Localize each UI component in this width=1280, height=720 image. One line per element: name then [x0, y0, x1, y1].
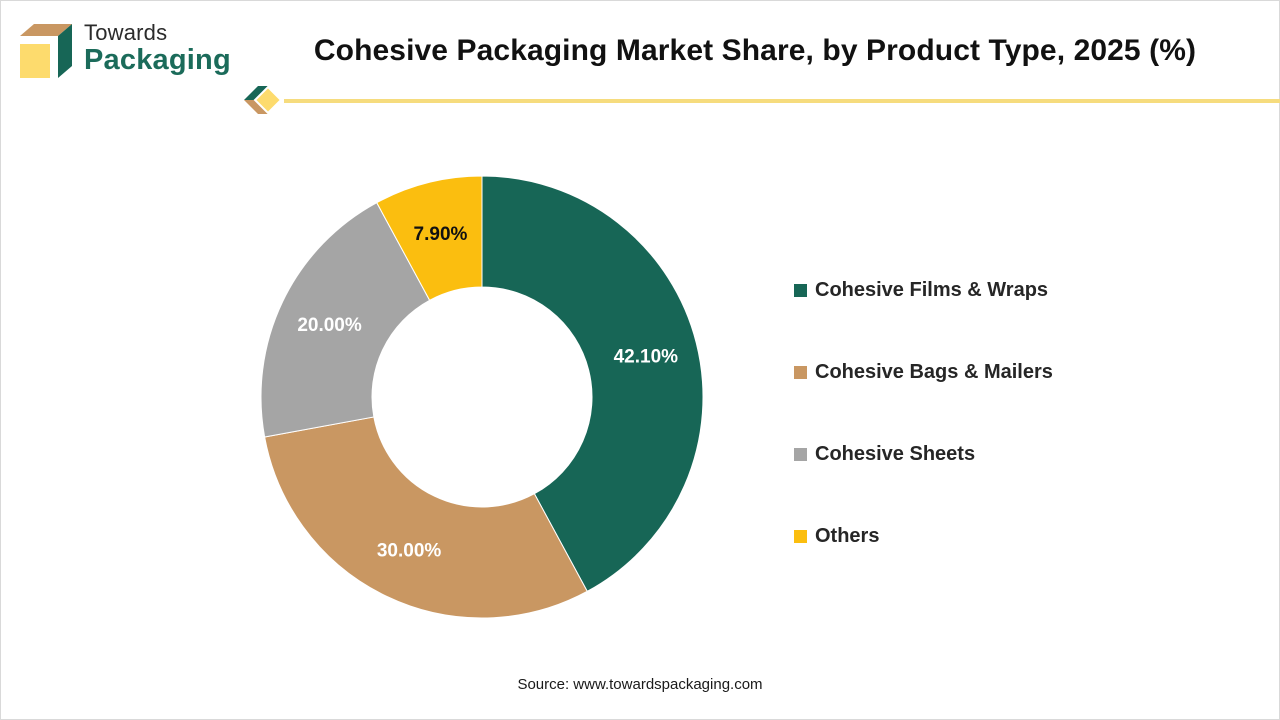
legend-swatch: [794, 283, 807, 297]
donut-slice: [481, 175, 704, 593]
legend-swatch: [794, 365, 807, 379]
diamond-ornament-icon: [244, 85, 283, 115]
legend-swatch: [794, 447, 807, 461]
legend-swatch: [794, 529, 807, 543]
slice-data-label: 20.00%: [297, 315, 362, 336]
legend-label: Others: [815, 524, 880, 547]
slice-data-label: 30.00%: [377, 540, 442, 561]
legend-item: Cohesive Sheets: [794, 440, 975, 468]
chart-title: Cohesive Packaging Market Share, by Prod…: [313, 34, 1197, 67]
legend-label: Cohesive Bags & Mailers: [815, 360, 1053, 383]
slice-data-label: 42.10%: [614, 346, 679, 367]
box-logo-icon: [20, 24, 72, 78]
title-underline: [284, 99, 1280, 103]
source-note: Source: www.towardspackaging.com: [517, 676, 763, 693]
donut-slice: [260, 201, 431, 438]
brand-name-line1: Towards: [84, 20, 168, 45]
donut-slice: [264, 416, 588, 619]
legend-label: Cohesive Films & Wraps: [815, 278, 1049, 301]
brand-name-line2: Packaging: [84, 44, 231, 76]
donut-slice: [376, 175, 483, 301]
legend-label: Cohesive Sheets: [815, 442, 976, 465]
slice-data-label: 7.90%: [414, 224, 468, 245]
brand-logo: Towards Packaging: [16, 20, 236, 84]
legend-item: Others: [794, 522, 879, 550]
legend-item: Cohesive Films & Wraps: [794, 276, 1048, 304]
legend-item: Cohesive Bags & Mailers: [794, 358, 1053, 386]
